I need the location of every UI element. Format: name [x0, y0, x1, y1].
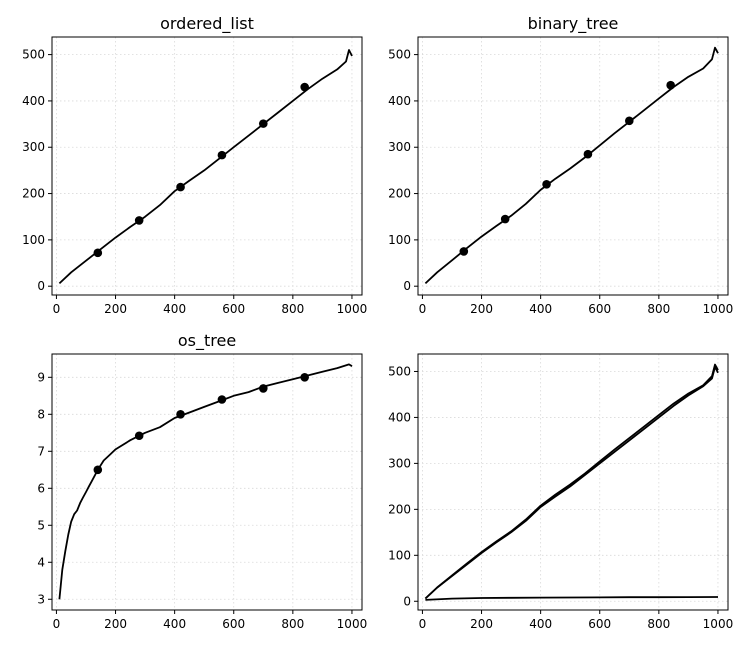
y-tick-label: 500 [22, 48, 45, 62]
y-tick-label: 0 [403, 279, 411, 293]
y-tick-label: 300 [388, 140, 411, 154]
y-tick-label: 5 [37, 518, 45, 532]
series-line-2 [424, 363, 719, 600]
data-point [666, 80, 675, 90]
axes-frame [417, 353, 729, 611]
data-point [258, 119, 268, 128]
y-tick-label: 8 [37, 407, 45, 421]
y-tick-label: 0 [37, 279, 45, 293]
y-tick-label: 300 [388, 456, 411, 470]
x-tick-label: 0 [53, 302, 61, 316]
data-point [217, 150, 227, 160]
x-tick-label: 0 [419, 302, 427, 316]
y-tick-label: 200 [388, 187, 411, 201]
x-tick-label: 200 [104, 617, 127, 631]
y-tick-label: 400 [388, 94, 411, 108]
x-tick-label: 1000 [337, 302, 368, 316]
y-tick-label: 200 [22, 187, 45, 201]
data-point [300, 82, 309, 92]
y-tick-label: 3 [37, 592, 45, 606]
x-tick-label: 400 [529, 617, 552, 631]
y-tick-label: 500 [388, 364, 411, 378]
y-tick-label: 0 [403, 594, 411, 608]
data-point [217, 395, 227, 404]
data-point [542, 179, 551, 189]
x-tick-label: 200 [470, 617, 493, 631]
subplot-4: 0 200 400 600 800 1000 0 100 200 300 400 500 [388, 353, 734, 631]
y-tick-label: 400 [22, 94, 45, 108]
axes-frame [51, 36, 363, 296]
data-point [258, 384, 268, 393]
data-point [134, 431, 144, 441]
subplot-title: os_tree [178, 331, 236, 351]
x-tick-label: 0 [419, 617, 427, 631]
subplot-title: ordered_list [160, 14, 254, 34]
x-tick-label: 1000 [703, 617, 734, 631]
subplot-title: binary_tree [528, 14, 619, 34]
x-tick-label: 800 [647, 617, 670, 631]
data-point [459, 247, 469, 256]
axes-frame [417, 36, 729, 296]
data-point [300, 373, 309, 382]
data-point [176, 182, 185, 192]
x-tick-label: 600 [222, 302, 245, 316]
y-tick-label: 6 [37, 481, 45, 495]
series-line-1 [58, 363, 353, 600]
data-point [176, 410, 185, 419]
series-line-1 [424, 46, 719, 285]
y-tick-label: 100 [22, 233, 45, 247]
y-tick-label: 7 [37, 444, 45, 458]
y-tick-label: 9 [37, 370, 45, 384]
x-tick-label: 800 [281, 302, 304, 316]
x-tick-label: 200 [104, 302, 127, 316]
x-tick-label: 400 [529, 302, 552, 316]
series-line-1 [58, 49, 353, 285]
data-point [93, 465, 103, 475]
y-tick-label: 400 [388, 410, 411, 424]
y-tick-label: 4 [37, 555, 45, 569]
y-tick-label: 200 [388, 502, 411, 516]
x-tick-label: 0 [53, 617, 61, 631]
x-tick-label: 400 [163, 617, 186, 631]
y-tick-label: 500 [388, 48, 411, 62]
axes-frame [51, 353, 363, 611]
data-point [134, 216, 144, 225]
data-point [624, 116, 634, 126]
data-point [583, 149, 593, 159]
y-tick-label: 300 [22, 140, 45, 154]
x-tick-label: 400 [163, 302, 186, 316]
x-tick-label: 600 [222, 617, 245, 631]
y-tick-label: 100 [388, 548, 411, 562]
data-point [500, 214, 510, 224]
x-tick-label: 1000 [337, 617, 368, 631]
x-tick-label: 800 [281, 617, 304, 631]
subplot-3: 0 200 400 600 800 1000 3 4 5 6 7 8 9 os_tree [37, 331, 367, 631]
y-tick-label: 100 [388, 233, 411, 247]
x-tick-label: 600 [588, 617, 611, 631]
subplot-2: 0 200 400 600 800 1000 0 100 200 300 400 500 binary_… [388, 14, 733, 316]
x-tick-label: 800 [647, 302, 670, 316]
series-line-3 [425, 596, 719, 601]
x-tick-label: 200 [470, 302, 493, 316]
data-point [93, 248, 103, 258]
x-tick-label: 1000 [703, 302, 734, 316]
subplot-1: 0 200 400 600 800 1000 0 100 200 300 400 500 ordered… [22, 14, 367, 316]
x-tick-label: 600 [588, 302, 611, 316]
